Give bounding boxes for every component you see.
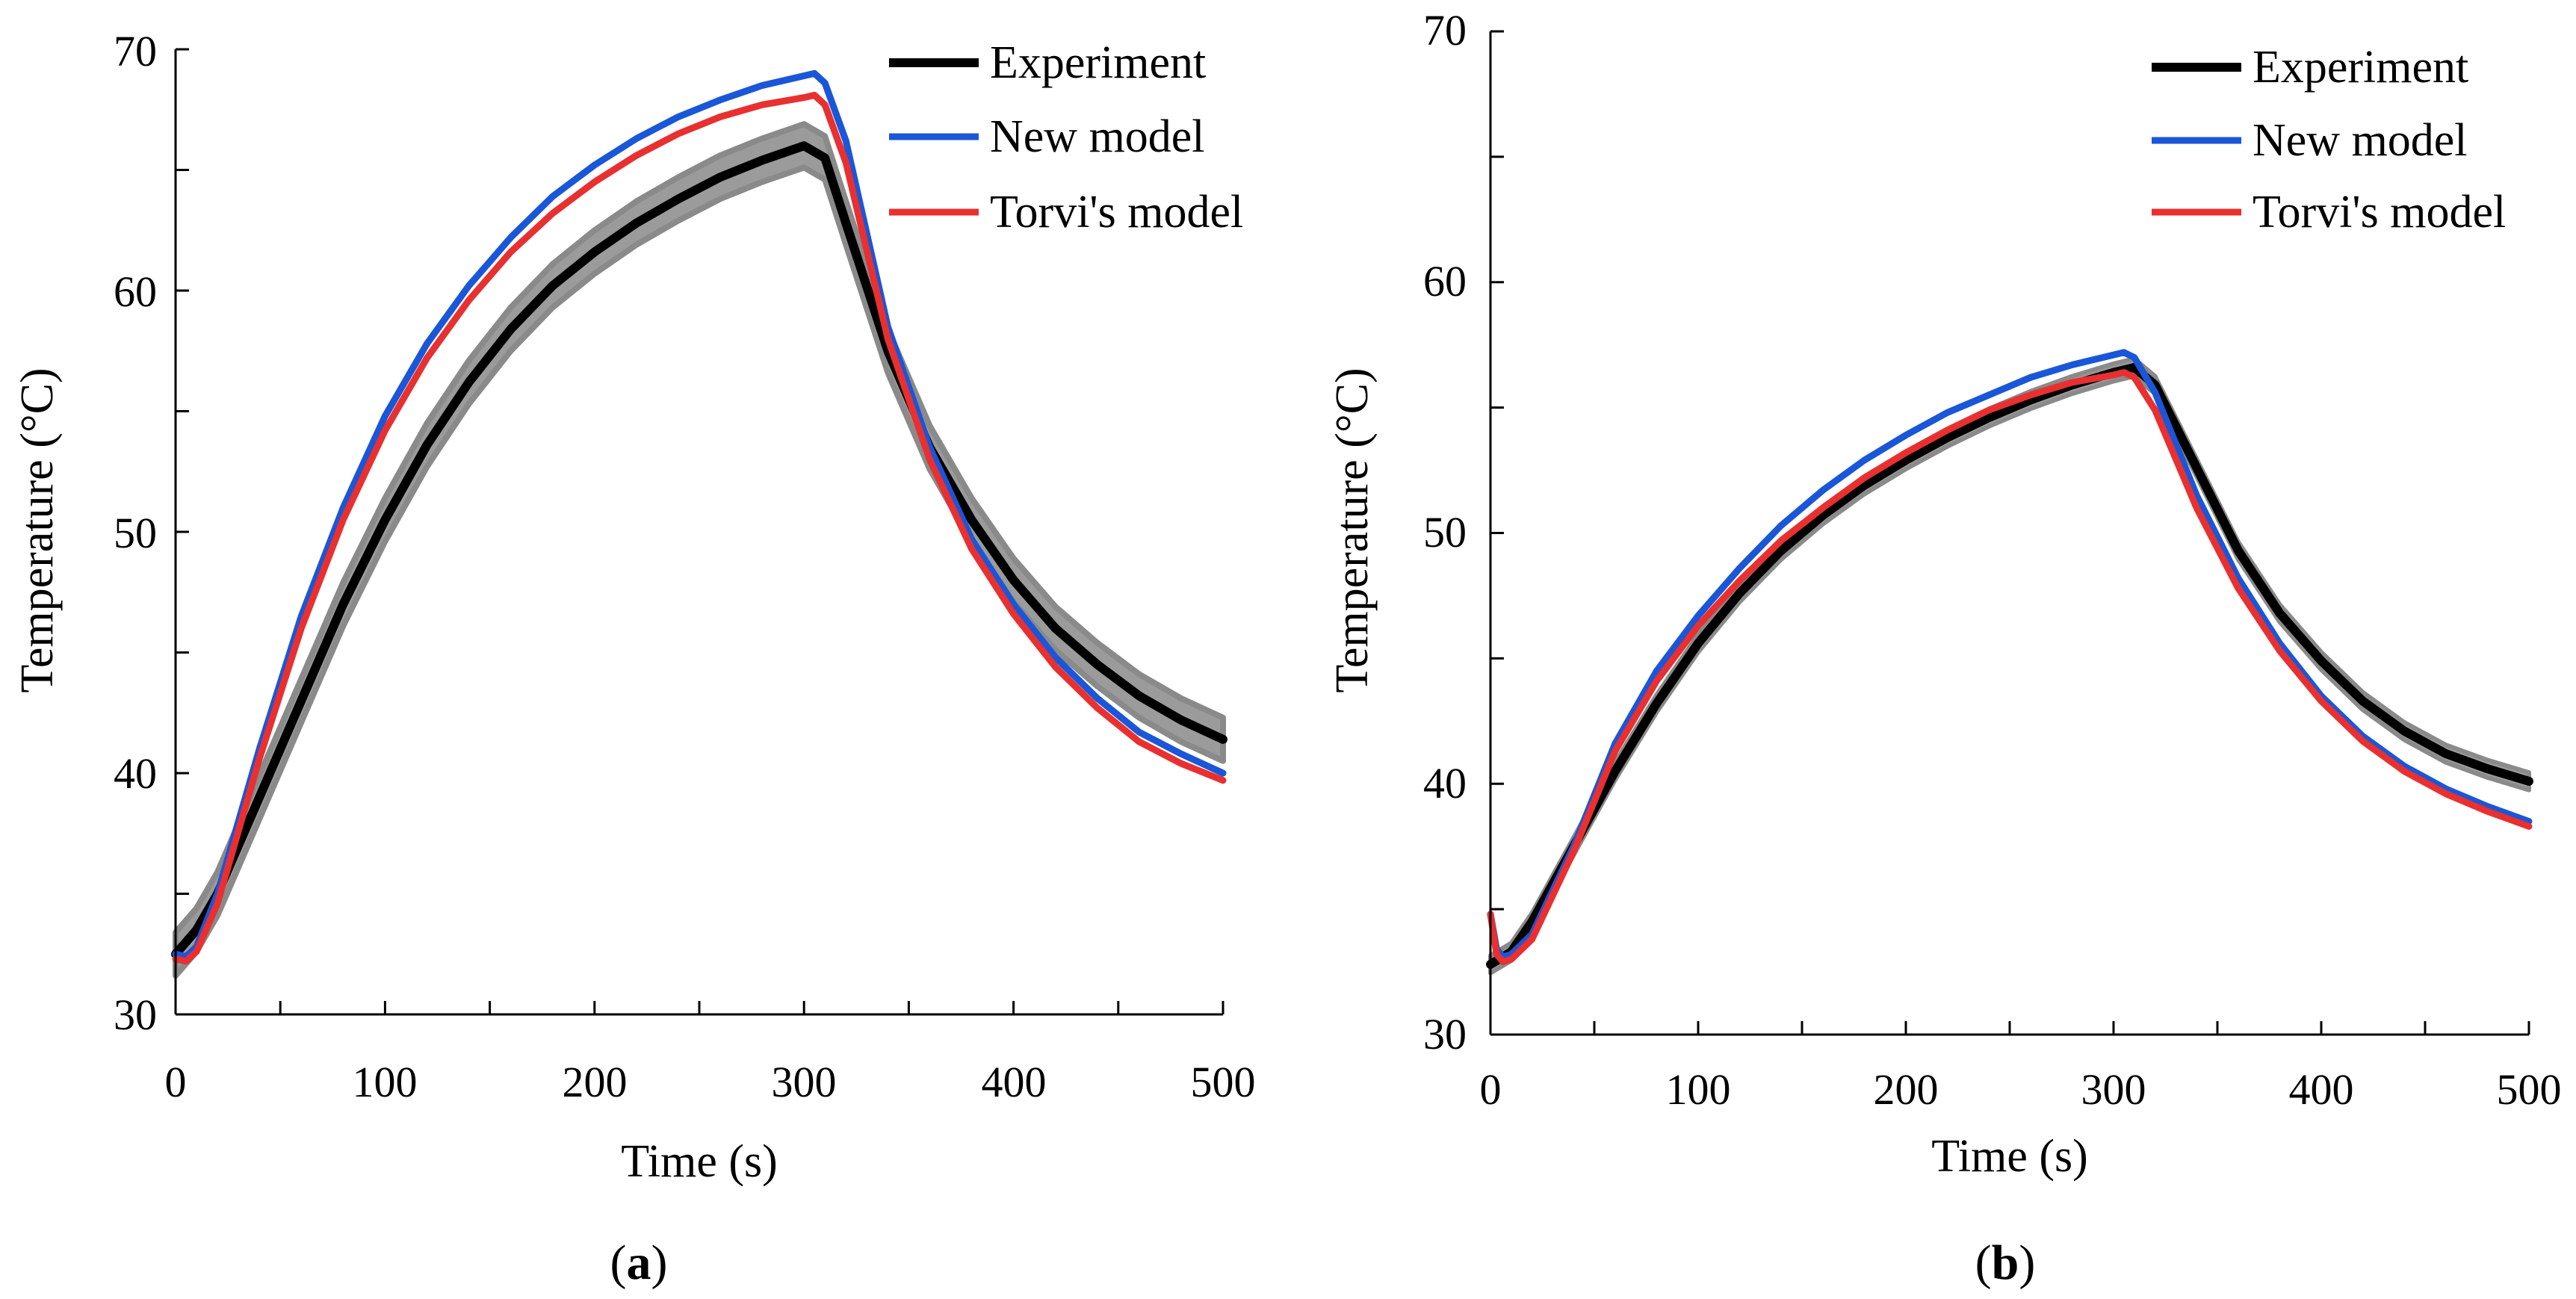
chart-b-legend: Experiment New model Torvi's model [2152, 42, 2506, 238]
chart-b-y-tick-label: 60 [1423, 257, 1467, 306]
chart-b-x-tick-label: 400 [2289, 1065, 2354, 1114]
series-line-experiment [1486, 362, 2533, 969]
chart-panel-b: 0 100 200 300 400 500 30 40 50 60 70 Tim… [1327, 6, 2562, 1290]
chart-b-y-axis-title: Temperature (°C) [1327, 368, 1378, 692]
chart-a-y-tick-label: 50 [114, 509, 157, 557]
chart-a-x-tick-label: 500 [1191, 1058, 1256, 1106]
chart-a-y-tick-label: 30 [114, 990, 157, 1039]
chart-a-y-tick-label: 60 [114, 267, 157, 316]
legend-label-experiment: Experiment [2253, 42, 2468, 93]
chart-a-x-tick-label: 0 [165, 1058, 187, 1106]
chart-a-x-tick-labels: 0 100 200 300 400 500 [165, 1058, 1256, 1106]
series-line-torvi-s-model [1487, 369, 2533, 966]
chart-a-series-layer [171, 69, 1227, 965]
chart-b-x-tick-label: 500 [2497, 1065, 2562, 1114]
chart-b-y-tick-label: 70 [1423, 6, 1467, 55]
chart-a-x-tick-label: 100 [353, 1058, 418, 1106]
chart-b-y-tick-labels: 30 40 50 60 70 [1423, 6, 1467, 1058]
chart-a-y-tick-label: 40 [114, 749, 157, 798]
chart-a-panel-label: (a) [610, 1236, 668, 1290]
chart-a-x-tick-label: 300 [772, 1058, 837, 1106]
experiment-error-band [1488, 356, 2531, 976]
chart-b-x-tick-labels: 0 100 200 300 400 500 [1480, 1065, 2562, 1114]
chart-a-x-axis-title: Time (s) [621, 1136, 778, 1187]
chart-b-panel-letter: b [1992, 1236, 2019, 1290]
chart-a-band-layer [173, 121, 1226, 979]
chart-b-axes [1489, 30, 2530, 1036]
chart-b-y-tick-label: 30 [1423, 1010, 1467, 1058]
legend-label-experiment: Experiment [990, 37, 1206, 88]
chart-a-y-axis-title: Temperature (°C) [12, 368, 63, 692]
chart-a-panel-letter: a [627, 1236, 651, 1290]
series-line-new-model [1487, 349, 2533, 961]
legend-label-new-model: New model [2253, 115, 2468, 166]
legend-label-torvis-model: Torvi's model [2253, 187, 2506, 238]
chart-a-y-tick-labels: 30 40 50 60 70 [114, 27, 157, 1039]
series-line-new-model [172, 69, 1227, 960]
chart-b-x-tick-label: 0 [1480, 1065, 1502, 1114]
chart-b-x-axis-title: Time (s) [1931, 1131, 2088, 1182]
chart-b-x-tick-label: 300 [2081, 1065, 2146, 1114]
series-line-torvi-s-model [172, 91, 1227, 965]
chart-a-y-tick-label: 70 [114, 27, 157, 75]
chart-b-band-layer [1488, 356, 2531, 976]
chart-b-panel-label: (b) [1975, 1236, 2036, 1290]
legend-label-torvis-model: Torvi's model [990, 187, 1243, 238]
chart-b-series-layer [1486, 349, 2533, 969]
chart-b-x-tick-label: 100 [1666, 1065, 1731, 1114]
chart-a-x-tick-label: 200 [563, 1058, 628, 1106]
experiment-error-band [173, 121, 1226, 979]
chart-b-y-tick-label: 50 [1423, 508, 1467, 557]
chart-panel-a: 0 100 200 300 400 500 30 40 50 60 70 Tim… [12, 27, 1256, 1290]
chart-b-y-tick-label: 40 [1423, 759, 1467, 807]
chart-b-x-tick-label: 200 [1874, 1065, 1939, 1114]
chart-a-x-tick-label: 400 [982, 1058, 1047, 1106]
series-line-experiment [171, 141, 1227, 959]
chart-a-axes [174, 48, 1224, 1016]
chart-a-legend: Experiment New model Torvi's model [889, 37, 1243, 238]
legend-label-new-model: New model [990, 111, 1205, 162]
